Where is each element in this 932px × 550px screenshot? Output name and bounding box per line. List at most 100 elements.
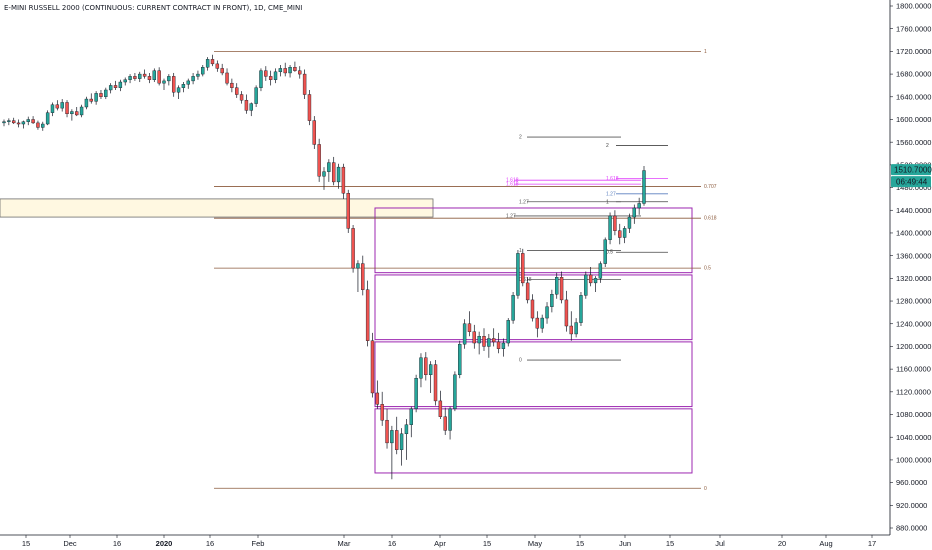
candle-body bbox=[152, 70, 157, 80]
x-tick-label: 16 bbox=[113, 539, 121, 548]
candle-body bbox=[433, 364, 438, 402]
candle-body bbox=[443, 416, 447, 431]
candle-body bbox=[11, 120, 16, 124]
candle-body bbox=[317, 144, 321, 177]
fib-left-label: 0.618 bbox=[704, 216, 717, 222]
y-tick-label: 1680.0000 bbox=[896, 70, 931, 79]
candle-body bbox=[627, 216, 632, 229]
x-tick-label: 15 bbox=[22, 539, 30, 548]
candle-body bbox=[79, 106, 84, 116]
x-tick-label: May bbox=[528, 539, 542, 548]
candle-body bbox=[259, 70, 263, 88]
fib-upper-label: 0.618 bbox=[519, 277, 532, 283]
candle-body bbox=[535, 317, 540, 329]
chart-title: E-MINI RUSSELL 2000 (CONTINUOUS: CURRENT… bbox=[4, 4, 303, 12]
candle-body bbox=[428, 364, 433, 376]
y-tick-label: 960.0000 bbox=[896, 478, 927, 487]
y-tick-label: 1280.0000 bbox=[896, 297, 931, 306]
fib-left-label: 0 bbox=[704, 486, 707, 492]
y-tick-label: 1160.0000 bbox=[896, 365, 931, 374]
candle-body bbox=[31, 119, 35, 124]
y-tick-label: 1480.0000 bbox=[896, 183, 931, 192]
candle-body bbox=[220, 68, 224, 74]
candle-body bbox=[584, 274, 588, 296]
candle-body bbox=[346, 193, 350, 229]
candle-body bbox=[278, 68, 283, 73]
candle-body bbox=[75, 111, 79, 116]
candle-body bbox=[201, 67, 205, 75]
candle-body bbox=[128, 76, 132, 80]
y-tick-label: 1640.0000 bbox=[896, 92, 931, 101]
candle-body bbox=[84, 98, 89, 108]
x-tick-label: 20 bbox=[778, 539, 786, 548]
candle-body bbox=[608, 215, 612, 240]
candle-body bbox=[283, 68, 287, 74]
candle-body bbox=[322, 171, 326, 177]
candle-body bbox=[414, 378, 418, 410]
candle-body bbox=[239, 94, 244, 101]
current-price: 1510.7000 bbox=[894, 166, 932, 175]
y-tick-label: 880.0000 bbox=[896, 524, 927, 533]
candle-body bbox=[104, 89, 108, 97]
y-tick-label: 1440.0000 bbox=[896, 206, 931, 215]
fib-upper-label: 0 bbox=[519, 358, 522, 364]
candle-body bbox=[254, 87, 258, 104]
candle-body bbox=[167, 76, 171, 82]
candle-body bbox=[307, 94, 312, 121]
y-tick-label: 920.0000 bbox=[896, 501, 927, 510]
fib-upper-label: 1 bbox=[519, 248, 522, 254]
candle-body bbox=[462, 323, 467, 345]
x-tick-label: Jul bbox=[715, 539, 725, 548]
x-tick-label: Aug bbox=[819, 539, 832, 548]
x-tick-label: Dec bbox=[63, 539, 77, 548]
candle-body bbox=[385, 419, 389, 444]
x-tick-label: Jun bbox=[619, 539, 631, 548]
candle-body bbox=[516, 253, 520, 296]
y-tick-label: 1240.0000 bbox=[896, 319, 931, 328]
x-tick-label: 2020 bbox=[156, 539, 173, 548]
candle-body bbox=[268, 76, 273, 80]
fib-upper-label: 1.27 bbox=[506, 213, 516, 219]
candle-body bbox=[482, 336, 486, 347]
candle-body bbox=[375, 392, 380, 405]
candle-body bbox=[336, 166, 341, 183]
candle-body bbox=[530, 299, 535, 319]
y-tick-label: 1200.0000 bbox=[896, 342, 931, 351]
candle-body bbox=[409, 408, 413, 425]
candle-body bbox=[162, 80, 166, 84]
candle-body bbox=[118, 81, 123, 88]
candle-body bbox=[186, 80, 190, 85]
fib-left-label: 0.5 bbox=[704, 266, 711, 272]
candle-body bbox=[613, 215, 617, 231]
candle-body bbox=[525, 282, 530, 301]
zones-layer bbox=[0, 198, 693, 474]
candle-body bbox=[176, 87, 181, 93]
candle-body bbox=[45, 112, 50, 125]
candle-body bbox=[60, 102, 64, 109]
candle-body bbox=[331, 162, 336, 183]
candle-body bbox=[133, 76, 137, 79]
candle-body bbox=[501, 342, 506, 349]
candle-body bbox=[302, 73, 307, 95]
candle-body bbox=[588, 274, 593, 284]
y-tick-label: 1080.0000 bbox=[896, 410, 931, 419]
candle-body bbox=[142, 73, 147, 77]
range-box-3 bbox=[374, 341, 693, 408]
candle-body bbox=[26, 119, 30, 122]
y-tick-label: 1000.0000 bbox=[896, 456, 931, 465]
candle-body bbox=[390, 430, 394, 444]
candle-body bbox=[205, 59, 210, 68]
y-tick-label: 1360.0000 bbox=[896, 251, 931, 260]
candle-body bbox=[235, 87, 239, 95]
candle-body bbox=[230, 82, 234, 88]
fib-upper-label: 1.618 bbox=[506, 182, 519, 188]
supply-zone bbox=[0, 198, 434, 218]
candle-body bbox=[196, 73, 200, 77]
x-tick-label: Apr bbox=[434, 539, 446, 548]
price-badge-bg bbox=[891, 164, 931, 176]
candle-body bbox=[123, 79, 127, 83]
candle-body bbox=[157, 70, 161, 84]
